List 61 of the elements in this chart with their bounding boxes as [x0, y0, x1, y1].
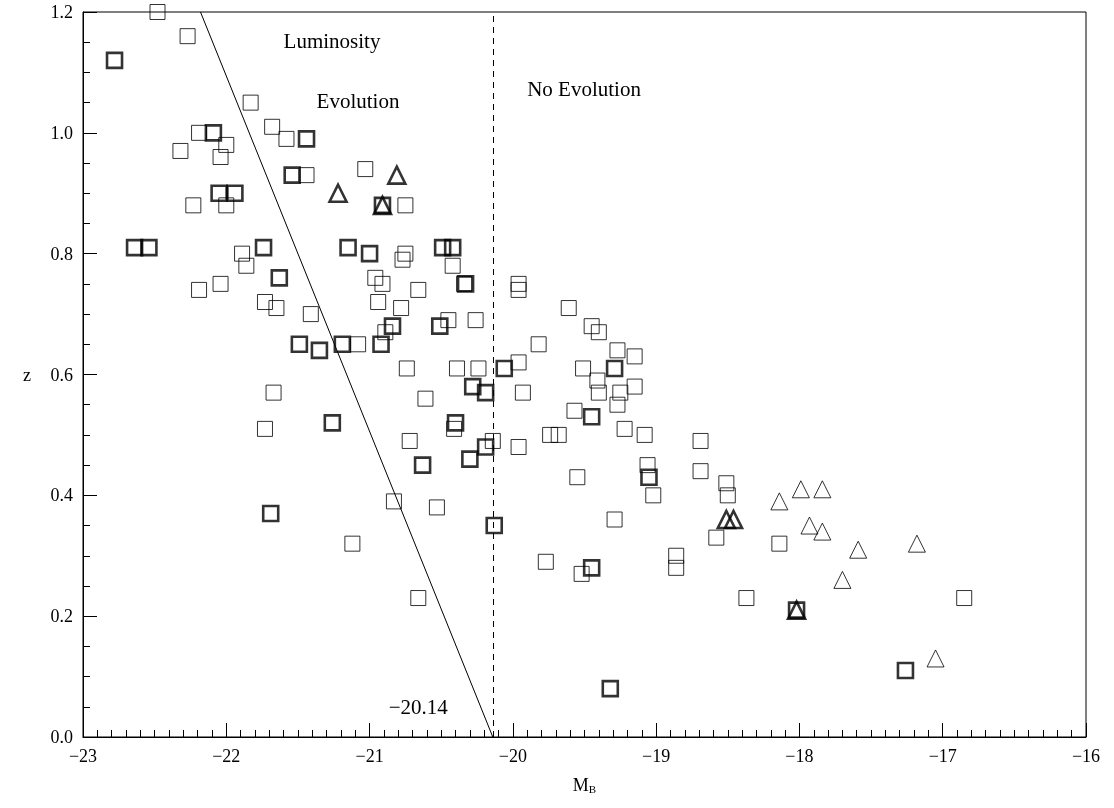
point — [323, 414, 342, 432]
point — [716, 509, 737, 530]
x-tick-label: −20 — [498, 746, 527, 766]
point — [372, 335, 390, 354]
point — [339, 238, 357, 257]
point — [204, 124, 223, 142]
point — [433, 238, 452, 257]
annotation: Evolution — [316, 89, 400, 114]
point — [310, 341, 329, 360]
point — [723, 509, 744, 530]
point — [601, 679, 620, 698]
x-tick-label: −18 — [785, 746, 814, 766]
annotation: Luminosity — [283, 28, 381, 53]
x-tick-label: −23 — [68, 746, 98, 766]
point — [605, 359, 624, 378]
point — [582, 559, 601, 577]
x-axis-title: MB — [572, 774, 597, 795]
point — [290, 335, 309, 354]
y-tick-label: 0.4 — [50, 485, 73, 506]
point — [476, 383, 495, 402]
point — [226, 184, 244, 203]
y-tick-label: 1.2 — [50, 2, 73, 22]
point — [456, 275, 475, 293]
point — [446, 414, 465, 432]
point — [140, 238, 158, 257]
y-tick-label: 1.0 — [50, 122, 73, 143]
y-tick-label: 0.6 — [50, 364, 73, 385]
point — [485, 516, 504, 535]
x-tick-label: −17 — [928, 746, 957, 766]
point — [210, 184, 228, 203]
point — [463, 377, 482, 396]
y-axis-title: z — [23, 364, 31, 385]
y-tick-label: 0.8 — [50, 243, 73, 264]
point — [430, 317, 449, 335]
ref-line-label: −20.14 — [388, 695, 449, 719]
point — [476, 438, 495, 456]
point — [383, 317, 402, 335]
x-tick-label: −21 — [355, 746, 384, 766]
point — [640, 468, 658, 487]
y-tick-label: 0.2 — [50, 606, 73, 627]
x-tick-label: −19 — [642, 746, 671, 766]
point — [360, 244, 379, 263]
point — [387, 165, 407, 185]
point — [461, 450, 479, 468]
point — [333, 335, 352, 354]
point — [328, 183, 348, 204]
x-tick-label: −22 — [212, 746, 241, 766]
point — [297, 130, 316, 148]
y-tick-label: 0.0 — [50, 727, 73, 747]
point — [582, 407, 601, 426]
x-tick-label: −16 — [1071, 746, 1101, 766]
point — [283, 166, 301, 184]
point — [495, 359, 514, 378]
point — [443, 238, 462, 257]
annotation: No Evolution — [527, 76, 642, 101]
point — [270, 269, 289, 287]
point — [254, 238, 273, 257]
point — [896, 661, 915, 680]
point — [261, 504, 280, 523]
point — [413, 456, 432, 474]
point — [105, 51, 124, 70]
